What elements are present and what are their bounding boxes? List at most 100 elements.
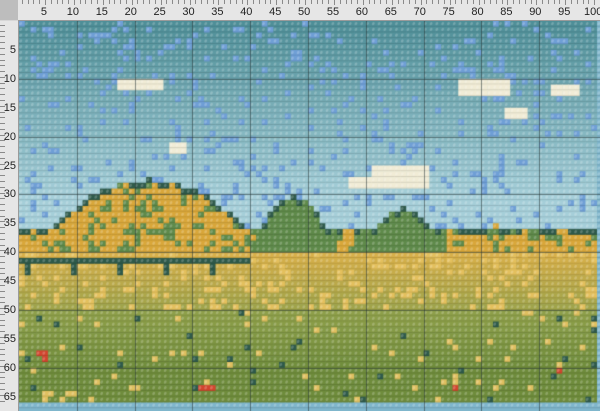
ruler-tick <box>310 0 312 4</box>
ruler-top-label: 5 <box>40 6 48 18</box>
ruler-tick <box>85 0 87 4</box>
ruler-tick <box>351 0 353 4</box>
ruler-tick <box>334 0 335 5</box>
ruler-tick <box>0 24 5 26</box>
ruler-top-label: 15 <box>95 6 108 18</box>
ruler-top-label: 20 <box>124 6 137 18</box>
ruler-tick <box>293 0 295 4</box>
ruler-tick <box>322 0 324 4</box>
ruler-tick <box>409 0 411 4</box>
ruler-tick <box>120 0 122 4</box>
ruler-tick <box>490 0 492 4</box>
ruler-tick <box>264 0 266 4</box>
ruler-tick <box>0 337 5 338</box>
ruler-tick <box>224 0 226 4</box>
ruler-tick <box>0 227 5 229</box>
ruler-tick <box>374 0 376 4</box>
ruler-tick <box>0 192 5 194</box>
ruler-tick <box>0 65 5 67</box>
ruler-left-label: 15 <box>3 101 16 114</box>
ruler-top-label: 90 <box>529 6 542 18</box>
ruler-tick <box>530 0 532 4</box>
ruler-tick <box>0 59 5 61</box>
ruler-tick <box>461 0 463 4</box>
ruler-top-label: 10 <box>66 6 80 18</box>
ruler-tick <box>0 82 5 84</box>
ruler-tick <box>559 0 561 4</box>
ruler-tick <box>0 134 5 136</box>
ruler-tick <box>27 0 29 4</box>
ruler-tick <box>0 198 5 200</box>
ruler-tick <box>206 0 208 4</box>
ruler-tick <box>0 48 5 49</box>
ruler-tick <box>0 53 5 55</box>
ruler-tick <box>0 331 5 333</box>
ruler-tick <box>50 0 52 4</box>
ruler-tick <box>91 0 93 4</box>
ruler-tick <box>0 296 5 298</box>
ruler-tick <box>143 0 145 4</box>
ruler-tick <box>0 389 5 391</box>
ruler-tick <box>0 111 5 113</box>
ruler-tick <box>0 30 5 32</box>
ruler-tick <box>0 354 5 356</box>
ruler-tick <box>0 256 5 258</box>
ruler-tick <box>0 163 5 165</box>
stitch-pattern-canvas[interactable] <box>19 21 600 411</box>
ruler-tick <box>68 0 70 4</box>
ruler-left-label: 10 <box>3 72 16 85</box>
ruler-tick <box>235 0 237 4</box>
ruler-tick <box>281 0 283 4</box>
ruler-tick <box>0 36 5 38</box>
ruler-tick <box>0 302 5 304</box>
ruler-tick <box>0 42 5 44</box>
ruler-tick <box>131 0 133 5</box>
ruler-tick <box>432 0 434 4</box>
ruler-tick <box>177 0 179 4</box>
ruler-tick <box>0 186 5 188</box>
ruler-tick <box>270 0 272 4</box>
ruler-top-label: 45 <box>269 6 282 18</box>
ruler-left: 5 10 15 20 25 30 35 40 45 50 55 60 65 <box>0 21 19 411</box>
ruler-tick <box>154 0 156 4</box>
ruler-tick <box>339 0 341 4</box>
ruler-tick <box>0 319 5 321</box>
ruler-top-label: 65 <box>384 6 397 18</box>
ruler-tick <box>484 0 486 4</box>
ruler-tick <box>247 0 249 5</box>
ruler-top-label: 30 <box>182 6 195 18</box>
ruler-tick <box>0 180 5 182</box>
ruler-top-label: 85 <box>500 6 513 18</box>
ruler-tick <box>368 0 370 4</box>
ruler-tick <box>0 308 5 310</box>
ruler-tick <box>576 0 578 4</box>
ruler-tick <box>0 279 5 281</box>
ruler-tick <box>588 0 590 4</box>
ruler-tick <box>114 0 116 4</box>
ruler-tick <box>495 0 497 4</box>
ruler-tick <box>0 377 5 379</box>
ruler-tick <box>0 261 5 263</box>
ruler-tick <box>518 0 520 4</box>
ruler-top-label: 50 <box>298 6 311 18</box>
ruler-tick <box>438 0 440 4</box>
ruler-tick <box>0 383 5 385</box>
ruler-top-label: 95 <box>558 6 571 18</box>
ruler-top-label: 25 <box>153 6 166 18</box>
ruler-left-label: 5 <box>9 43 16 56</box>
stitch-grid[interactable] <box>19 21 600 411</box>
ruler-tick <box>73 0 75 5</box>
ruler-tick <box>0 313 5 315</box>
ruler-tick <box>565 0 567 5</box>
ruler-tick <box>276 0 278 5</box>
ruler-tick <box>0 71 5 73</box>
ruler-tick <box>380 0 382 4</box>
ruler-tick <box>229 0 231 4</box>
ruler-tick <box>218 0 220 5</box>
ruler-tick <box>0 325 5 327</box>
ruler-left-label: 60 <box>3 361 16 374</box>
ruler-tick <box>258 0 260 4</box>
ruler-tick <box>125 0 127 4</box>
ruler-tick <box>287 0 289 4</box>
ruler-tick <box>524 0 526 4</box>
